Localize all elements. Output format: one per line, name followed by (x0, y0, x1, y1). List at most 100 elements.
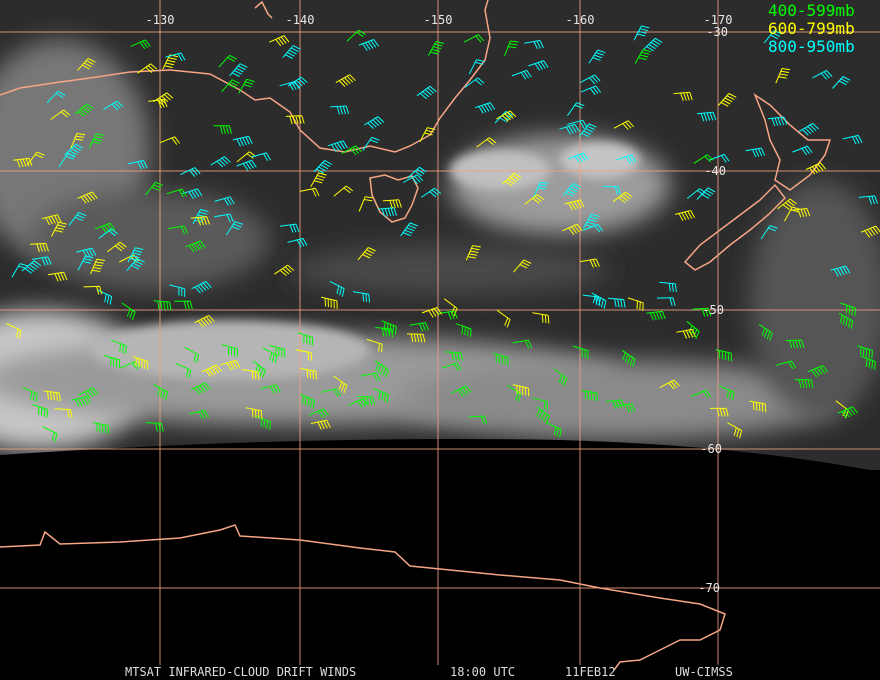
wind-barb (562, 223, 583, 235)
wind-barb (468, 59, 485, 75)
wind-barb (299, 187, 320, 197)
wind-barb (760, 225, 778, 240)
wind-barb (580, 74, 601, 85)
wind-barb (421, 187, 442, 198)
wind-barb (364, 116, 385, 130)
wind-barb (857, 345, 873, 359)
wind-barb (27, 151, 45, 166)
wind-barb (512, 339, 533, 349)
wind-barb (659, 379, 680, 390)
wind-barb (407, 166, 427, 179)
wind-barb (194, 314, 215, 328)
wind-barb (341, 145, 362, 156)
wind-barb (860, 355, 876, 370)
wind-barb (602, 186, 621, 195)
wind-barb (262, 347, 278, 364)
wind-barb (494, 110, 514, 124)
wind-barb (358, 39, 379, 51)
wind-barb (524, 39, 544, 50)
wind-barb (776, 360, 797, 370)
wind-barb (220, 360, 241, 371)
wind-barb (6, 323, 22, 339)
wind-barb (567, 119, 588, 129)
longitude-label: -170 (704, 13, 733, 27)
latitude-label: -60 (700, 442, 722, 456)
wind-barb (153, 92, 174, 106)
wind-barb (373, 388, 389, 403)
wind-barb (465, 245, 481, 261)
wind-barb (616, 403, 636, 413)
wind-barb (792, 145, 813, 156)
wind-barb (451, 385, 472, 397)
wind-barb (182, 188, 203, 199)
wind-barb (22, 386, 38, 402)
wind-barb (71, 395, 92, 407)
wind-barb (444, 351, 463, 361)
wind-barb (581, 389, 599, 402)
wind-barb (321, 388, 342, 397)
wind-barb (352, 291, 370, 303)
wind-barb (50, 221, 67, 237)
wind-barb (659, 281, 677, 293)
wind-barb (74, 103, 94, 117)
wind-barb (860, 225, 880, 238)
wind-barb (42, 426, 58, 442)
wind-barb (313, 159, 333, 174)
wind-barb (168, 225, 189, 235)
wind-barb (308, 408, 330, 419)
wind-barb (214, 196, 235, 206)
wind-barb (250, 152, 271, 162)
latitude-label: -70 (698, 581, 720, 595)
wind-barb (719, 385, 735, 401)
wind-barb (90, 258, 105, 275)
wind-barb (798, 122, 819, 136)
wind-barb (169, 284, 186, 297)
wind-barb (329, 280, 345, 297)
wind-barb (269, 345, 286, 358)
wind-barb (232, 135, 253, 147)
wind-barb (400, 222, 418, 237)
wind-barb (174, 300, 193, 310)
wind-barb (613, 120, 635, 130)
wind-barb (279, 223, 300, 233)
wind-barb (407, 333, 426, 343)
wind-barb (564, 199, 585, 211)
wind-barb (455, 323, 472, 338)
wind-barb (190, 382, 211, 395)
wind-barb (165, 52, 186, 62)
wind-barb (153, 383, 169, 401)
wind-barb (382, 199, 402, 209)
wind-barb (191, 281, 212, 294)
wind-barb (717, 93, 737, 107)
wind-barb (218, 54, 238, 68)
wind-barb (832, 76, 851, 89)
wind-barb (356, 396, 376, 406)
wind-barb (468, 415, 488, 425)
wind-barb (421, 307, 443, 318)
wind-barb (78, 387, 99, 399)
wind-barb (566, 102, 585, 117)
wind-barb (568, 152, 589, 164)
wind-barb (763, 30, 782, 44)
wind-barb (103, 100, 124, 111)
wind-barb (643, 37, 663, 52)
wind-barb (501, 172, 522, 187)
wind-barb (840, 302, 856, 317)
longitude-label: -150 (424, 13, 453, 27)
wind-barb (536, 406, 550, 425)
wind-barb (533, 181, 549, 197)
wind-barb (295, 349, 313, 361)
wind-barb (47, 271, 68, 282)
wind-barb (378, 207, 398, 217)
wind-barb (812, 69, 833, 80)
wind-barb (94, 222, 116, 234)
wind-barb (210, 156, 231, 168)
wind-barb (583, 213, 600, 229)
wind-barb (130, 39, 151, 50)
wind-barb (77, 57, 96, 71)
wind-barb (531, 397, 548, 410)
wind-barb (162, 54, 179, 70)
wind-barb (381, 320, 397, 335)
wind-barb (300, 367, 317, 380)
